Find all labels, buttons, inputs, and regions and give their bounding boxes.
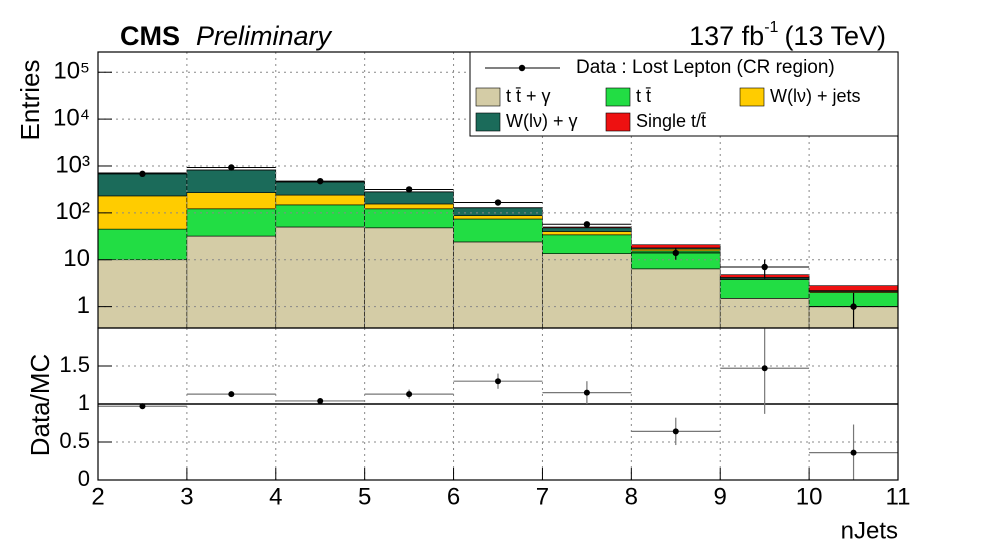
data-point (139, 170, 146, 178)
ratio-point (317, 397, 324, 404)
y-tick-label: 1 (77, 292, 90, 319)
stack-segment (542, 227, 632, 232)
stack-segment (97, 195, 188, 230)
y-tick-label: 0.5 (59, 428, 90, 453)
stack-segment (542, 234, 632, 254)
stack-segment (542, 253, 632, 329)
data-point (405, 186, 413, 193)
legend-box (469, 51, 899, 137)
lumi-exponent: -1 (764, 19, 778, 36)
data-point (672, 249, 679, 257)
data-point (583, 221, 591, 228)
legend-label: W(lν) + γ (506, 111, 578, 131)
legend-swatch (605, 87, 631, 107)
ratio-point (761, 365, 768, 372)
stack-segment (719, 298, 810, 329)
stack-segment (186, 235, 277, 329)
stack-segment (631, 244, 721, 249)
x-tick-label: 10 (796, 483, 823, 510)
y-tick-label: 0 (78, 466, 90, 491)
stack-segment (453, 218, 543, 243)
y-tick-label: 1.5 (59, 352, 90, 377)
stack-segment (364, 208, 454, 229)
data-point (228, 164, 235, 171)
y-tick-label: 10⁴ (53, 104, 90, 131)
ratio-point (406, 391, 413, 398)
stack-segment (631, 268, 721, 329)
legend-data-marker (518, 64, 526, 72)
chart-title: CMS (120, 21, 180, 51)
stack-segment (542, 231, 632, 236)
y-axis-label: Entries (15, 60, 45, 141)
y-tick-label: 1 (78, 390, 90, 415)
stack-segment (719, 279, 810, 299)
data-point (317, 177, 324, 185)
stack-segment (364, 227, 454, 329)
x-tick-label: 2 (91, 483, 104, 510)
legend-swatch (605, 112, 631, 132)
stack-segment (453, 241, 543, 329)
stack-segment (97, 259, 188, 329)
stack-segment (186, 192, 277, 210)
stack-segment (364, 191, 454, 205)
legend-label: t t̄ + γ (506, 86, 551, 106)
stack-segment (453, 215, 543, 220)
stack-segment (364, 203, 454, 210)
stack-segment (275, 226, 365, 329)
legend-label: t t̄ (636, 86, 651, 106)
stack-segment (275, 204, 365, 228)
data-point (761, 263, 768, 271)
x-tick-label: 5 (358, 483, 371, 510)
ratio-point (583, 389, 590, 396)
stack-segment (186, 169, 277, 193)
y-tick-label: 10 (63, 245, 90, 272)
y-tick-label: 10⁵ (53, 58, 90, 85)
ratio-point (495, 378, 501, 385)
x-axis-label: nJets (841, 517, 898, 544)
x-tick-label: 3 (180, 483, 193, 510)
lumi-suffix: (13 TeV) (784, 21, 886, 51)
stack-segment (808, 285, 899, 291)
lumi-label: 137 fb-1 (13 TeV) (689, 19, 886, 51)
x-tick-label: 6 (447, 483, 460, 510)
stack-segment (275, 194, 365, 206)
legend-label: Data : Lost Lepton (CR region) (576, 57, 835, 78)
x-tick-label: 11 (886, 483, 911, 510)
data-point (850, 303, 857, 310)
chart-subtitle: Preliminary (196, 21, 333, 51)
legend-swatch (475, 112, 501, 132)
ratio-point (850, 449, 857, 456)
ratio-axis-label: Data/MC (25, 354, 55, 457)
ratio-point (139, 403, 146, 410)
x-tick-label: 4 (269, 483, 282, 510)
legend-label: W(lν) + jets (770, 86, 861, 106)
y-tick-label: 10² (55, 198, 90, 225)
ratio-point (228, 391, 235, 398)
y-tick-label: 10³ (55, 151, 90, 178)
data-point (494, 199, 502, 206)
ratio-point (672, 428, 679, 435)
legend-swatch (475, 87, 501, 107)
legend-swatch (739, 87, 765, 107)
x-tick-label: 7 (536, 483, 549, 510)
lumi-prefix: 137 fb (689, 21, 764, 51)
legend-label: Single t/t̄ (636, 111, 706, 131)
ratio-frame (97, 327, 899, 481)
x-tick-label: 9 (714, 483, 727, 510)
x-tick-label: 8 (625, 483, 638, 510)
stack-segment (97, 228, 188, 261)
stack-segment (453, 207, 543, 216)
